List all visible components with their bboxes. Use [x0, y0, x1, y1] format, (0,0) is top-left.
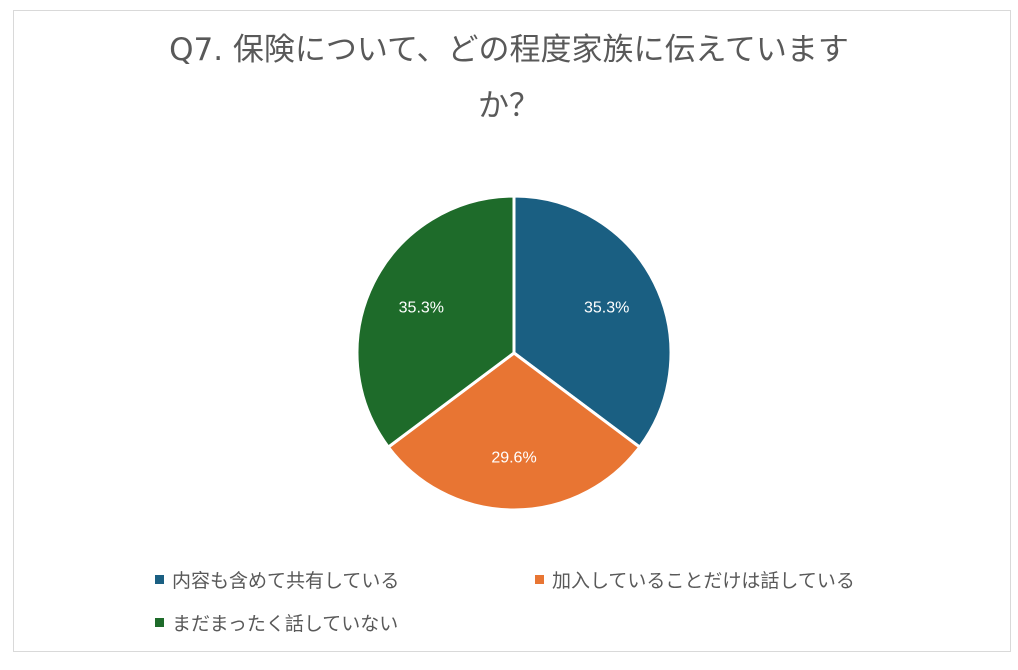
- chart-title-line-1: Q7. 保険について、どの程度家族に伝えています: [169, 32, 849, 68]
- legend-swatch-icon: [535, 575, 544, 584]
- chart-title: Q7. 保険について、どの程度家族に伝えています か？: [0, 22, 1018, 134]
- chart-title-line-2: か？: [478, 88, 540, 124]
- legend-item-told-enrolled-only: 加入していることだけは話している: [535, 566, 855, 593]
- pie-slice-told-enrolled-only: [386, 351, 642, 512]
- legend-swatch-icon: [155, 618, 164, 627]
- legend-label: 内容も含めて共有している: [172, 570, 400, 592]
- data-label: 35.3%: [584, 300, 629, 317]
- legend-swatch-icon: [155, 575, 164, 584]
- legend-item-shared-details: 内容も含めて共有している: [155, 566, 399, 593]
- legend-item-not-told-at-all: まだまったく話していない: [155, 609, 398, 636]
- legend-label: まだまったく話していない: [172, 613, 399, 635]
- data-label: 29.6%: [491, 450, 536, 467]
- pie-slice-not-told-at-all: [355, 194, 516, 450]
- pie-slice-shared-details: [512, 194, 673, 450]
- legend-label: 加入していることだけは話している: [552, 570, 855, 592]
- data-label: 35.3%: [399, 300, 444, 317]
